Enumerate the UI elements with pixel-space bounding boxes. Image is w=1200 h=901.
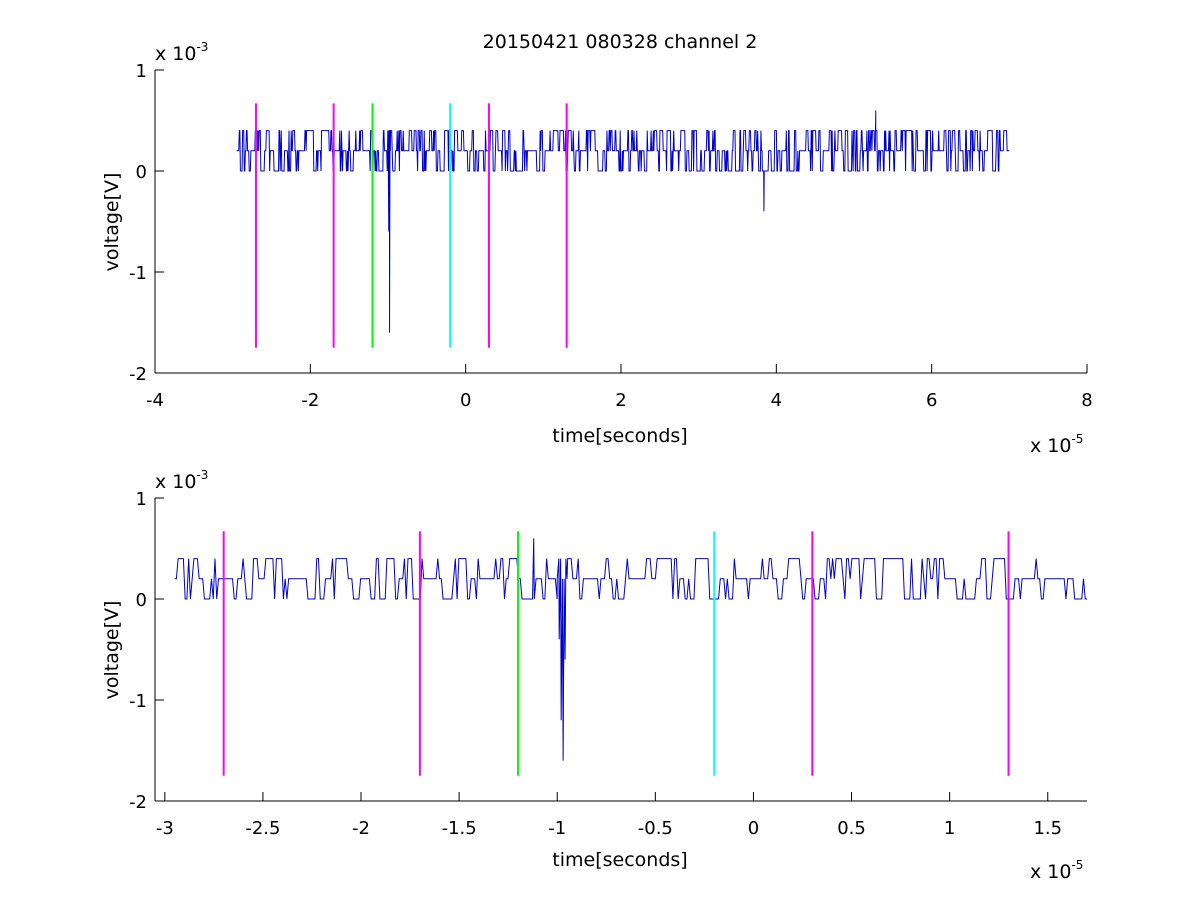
top-x-tick-label: -2 [301,390,319,411]
chart-title: 20150421 080328 channel 2 [483,31,758,53]
top-y-tick-label: 0 [136,162,147,183]
top-x-tick-label: 8 [1081,390,1092,411]
top-x-axis-label: time[seconds] [552,425,687,447]
top-x-tick-label: 6 [926,390,937,411]
bottom-signal-trace [174,538,1087,761]
bottom-x-axis-label: time[seconds] [552,849,687,871]
bottom-y-tick-label: 1 [136,489,147,510]
top-signal-trace [236,110,1010,333]
bottom-x-tick-label: -1.5 [442,818,477,839]
top-y-multiplier: x 10-3 [155,40,208,65]
bottom-x-tick-label: -2 [352,818,370,839]
bottom-x-tick-label: 0.5 [837,818,866,839]
top-x-multiplier: x 10-5 [1030,432,1083,457]
bottom-x-tick-label: 1.5 [1033,818,1062,839]
bottom-x-tick-label: -2.5 [245,818,280,839]
top-y-tick-label: -1 [129,263,147,284]
bottom-axes: -3 -2.5 -2 -1.5 -1 -0.5 0 0.5 1 1.5 -2 -1 0 1 [129,489,1087,839]
bottom-x-multiplier: x 10-5 [1030,858,1083,883]
bottom-y-axis-label: voltage[V] [101,601,123,700]
top-x-tick-label: 0 [460,390,471,411]
bottom-x-tick-label: -0.5 [638,818,673,839]
bottom-y-multiplier: x 10-3 [155,468,208,493]
top-x-tick-label: 4 [771,390,782,411]
top-y-axis-label: voltage[V] [101,173,123,272]
bottom-plot-marks [174,531,1087,776]
bottom-x-tick-label: -3 [156,818,174,839]
top-y-tick-label: -2 [129,364,147,385]
bottom-x-tick-label: -1 [548,818,566,839]
top-x-tick-label: 2 [615,390,626,411]
bottom-x-tick-label: 1 [944,818,955,839]
top-x-tick-label: -4 [146,390,164,411]
bottom-y-tick-label: -1 [129,691,147,712]
top-plot-marks [236,103,1010,348]
top-y-tick-label: 1 [136,61,147,82]
bottom-subplot: -3 -2.5 -2 -1.5 -1 -0.5 0 0.5 1 1.5 -2 -1 0 1 time[se… [101,468,1087,883]
bottom-y-tick-label: 0 [136,590,147,611]
bottom-x-tick-label: 0 [748,818,759,839]
bottom-y-tick-label: -2 [129,792,147,813]
top-subplot: 20150421 080328 channel 2 -4 -2 0 2 4 6 8 -2 -1 0… [101,31,1093,457]
top-axes: -4 -2 0 2 4 6 8 -2 -1 0 1 [129,61,1093,411]
